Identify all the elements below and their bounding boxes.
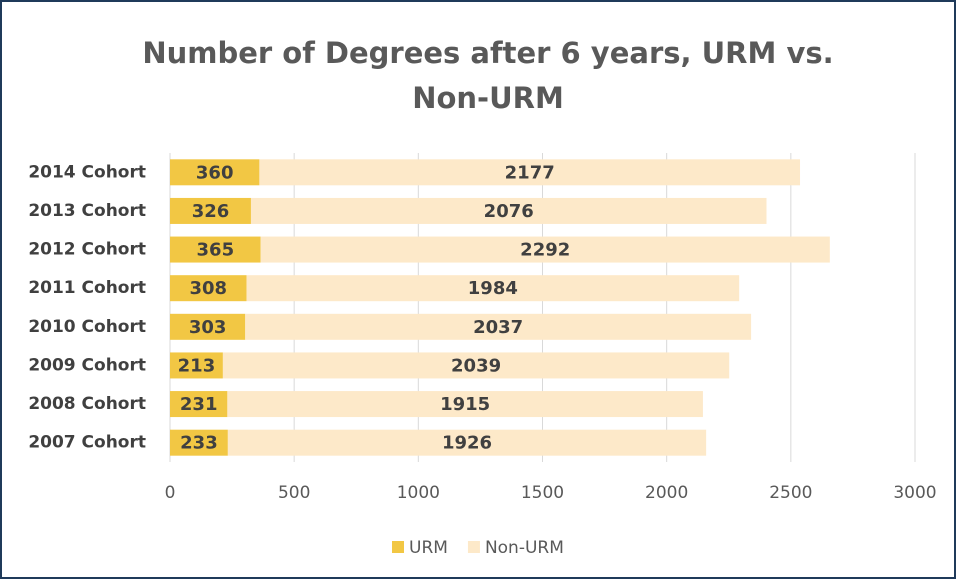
chart-title: Number of Degrees after 6 years, URM vs. — [142, 36, 833, 70]
bar — [227, 391, 703, 418]
data-label: 365 — [197, 240, 235, 261]
bar — [170, 275, 247, 302]
data-label: 233 — [180, 433, 218, 454]
data-label: 2292 — [520, 240, 570, 261]
data-label: 2076 — [484, 201, 534, 222]
y-tick-label: 2008 Cohort — [28, 394, 146, 414]
y-tick-label: 2013 Cohort — [28, 201, 146, 221]
chart-title: Non-URM — [412, 81, 564, 115]
data-label: 213 — [178, 355, 216, 376]
bar — [259, 159, 801, 186]
y-tick-label: 2014 Cohort — [28, 162, 146, 182]
bar — [245, 313, 752, 340]
y-tick-label: 2009 Cohort — [28, 355, 146, 375]
x-tick-label: 0 — [165, 483, 176, 503]
data-label: 2037 — [473, 317, 523, 338]
data-label: 1984 — [468, 278, 518, 299]
x-tick-label: 500 — [278, 483, 310, 503]
y-tick-label: 2007 Cohort — [28, 433, 146, 453]
bar — [170, 236, 261, 263]
data-label: 303 — [189, 317, 227, 338]
data-label: 1926 — [442, 433, 492, 454]
bar — [260, 236, 830, 263]
data-label: 360 — [196, 162, 234, 183]
data-label: 326 — [192, 201, 230, 222]
legend-label: URM — [409, 538, 448, 558]
x-tick-label: 2500 — [769, 483, 812, 503]
bar — [227, 429, 707, 456]
data-label: 2039 — [451, 355, 501, 376]
bar — [170, 391, 228, 418]
bar — [170, 429, 228, 456]
bar — [246, 275, 740, 302]
x-tick-label: 3000 — [893, 483, 936, 503]
data-label: 1915 — [440, 394, 490, 415]
x-tick-label: 1000 — [397, 483, 440, 503]
data-label: 2177 — [505, 162, 555, 183]
legend-swatch — [392, 541, 404, 553]
legend-swatch — [467, 541, 480, 553]
bar — [170, 352, 223, 379]
y-tick-label: 2010 Cohort — [28, 317, 146, 337]
y-tick-label: 2011 Cohort — [28, 278, 146, 298]
bar — [222, 352, 730, 379]
bars — [170, 159, 830, 456]
legend-label: Non-URM — [485, 538, 564, 558]
data-label: 308 — [189, 278, 227, 299]
data-label: 231 — [180, 394, 218, 415]
y-tick-label: 2012 Cohort — [28, 240, 146, 260]
x-tick-label: 2000 — [645, 483, 688, 503]
x-tick-label: 1500 — [521, 483, 564, 503]
bar — [170, 313, 246, 340]
bar — [250, 197, 767, 224]
bar — [170, 159, 260, 186]
bar — [170, 197, 251, 224]
